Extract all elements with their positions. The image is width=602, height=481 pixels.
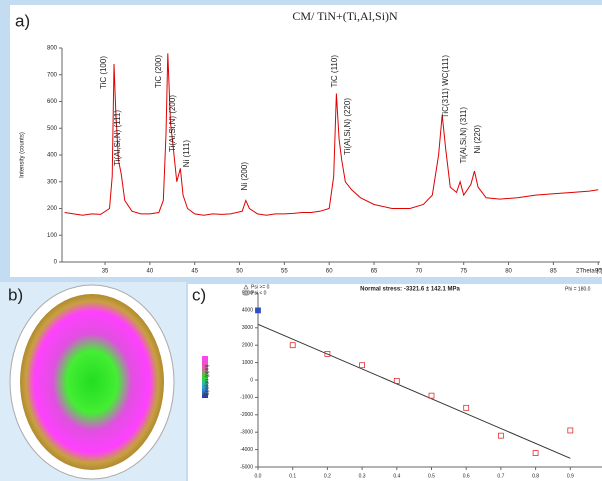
x-tick-label: 75 (460, 269, 467, 275)
x-tick-label: 60 (326, 269, 333, 275)
panel-label: b) (8, 285, 23, 304)
x-tick-label: 40 (147, 269, 154, 275)
y-tick-label: -5000 (240, 464, 253, 470)
y-tick-label: 200 (47, 206, 58, 212)
y-tick-label: 0 (250, 377, 253, 383)
x-tick-label: 0.1 (289, 473, 296, 479)
y-tick-label: 600 (47, 99, 58, 105)
figure: a) b) c) 0 100 200 300 400 500 600 700 800 35 40 45… (0, 0, 602, 481)
data-point (256, 308, 261, 313)
peak-label: Ni (220) (473, 125, 482, 154)
y-tick-label: 1000 (242, 360, 253, 366)
peak-label: Ti(Al,Si,N) (311) (459, 107, 468, 164)
chart-title: CM/ TiN+(Ti,Al,Si)N (292, 9, 398, 23)
x-tick-label: 70 (416, 269, 423, 275)
x-tick-label: 0.0 (255, 473, 262, 479)
panel-label: c) (192, 285, 206, 304)
x-tick-label: 0.6 (463, 473, 470, 479)
peak-label: Ti(Al,Si,N) (220) (343, 98, 352, 155)
x-tick-label: 50 (236, 269, 243, 275)
x-tick-label: 55 (281, 269, 288, 275)
peak-label: Ti(Al,Si,N) (111) (113, 110, 122, 166)
y-tick-label: 2000 (242, 343, 253, 349)
x-tick-label: 0.9 (567, 473, 574, 479)
legend-label: Psi < 0 (251, 290, 267, 296)
y-tick-label: -1000 (240, 395, 253, 401)
peak-label: TiC(311) WC(111) (441, 55, 450, 119)
panel-label: a) (15, 11, 30, 30)
x-tick-label: 0.3 (359, 473, 366, 479)
y-tick-label: 100 (47, 233, 58, 239)
x-tick-label: 0.7 (497, 473, 504, 479)
y-axis-label: Epsilon (ppm) (204, 364, 210, 395)
y-axis-label: Intensity (counts) (20, 132, 26, 178)
x-axis-label: 2Theta (°) (576, 269, 602, 275)
y-tick-label: -3000 (240, 430, 253, 436)
peak-label: Ti(Al,Si,N) (200) (168, 95, 177, 152)
pole-map (20, 294, 164, 470)
y-tick-label: -4000 (240, 447, 253, 453)
panel-a (10, 5, 602, 277)
chart-title: Normal stress: -3321.6 ± 142.1 MPa (360, 287, 460, 293)
x-tick-label: 85 (550, 269, 557, 275)
peak-label: TiC (100) (99, 56, 108, 89)
x-tick-label: 80 (505, 269, 512, 275)
x-tick-label: 0.4 (393, 473, 400, 479)
y-tick-label: 700 (47, 72, 58, 78)
x-tick-label: 0.2 (324, 473, 331, 479)
peak-label: TiC (200) (154, 55, 163, 88)
peak-label: TiC (110) (330, 55, 339, 88)
chart-subtitle: Phi = 180.0 (565, 286, 591, 292)
y-tick-label: 400 (47, 153, 58, 159)
x-tick-label: 35 (102, 269, 109, 275)
x-tick-label: 0.8 (532, 473, 539, 479)
y-tick-label: 800 (47, 46, 58, 52)
y-tick-label: 3000 (242, 325, 253, 331)
y-tick-label: 300 (47, 179, 58, 185)
x-tick-label: 65 (371, 269, 378, 275)
y-tick-label: 4000 (242, 308, 253, 314)
y-tick-label: -2000 (240, 412, 253, 418)
x-tick-label: 45 (191, 269, 198, 275)
peak-label: Ni (111) (182, 140, 191, 168)
y-tick-label: 500 (47, 126, 58, 132)
peak-label: Ni (200) (240, 162, 249, 191)
x-tick-label: 0.5 (428, 473, 435, 479)
